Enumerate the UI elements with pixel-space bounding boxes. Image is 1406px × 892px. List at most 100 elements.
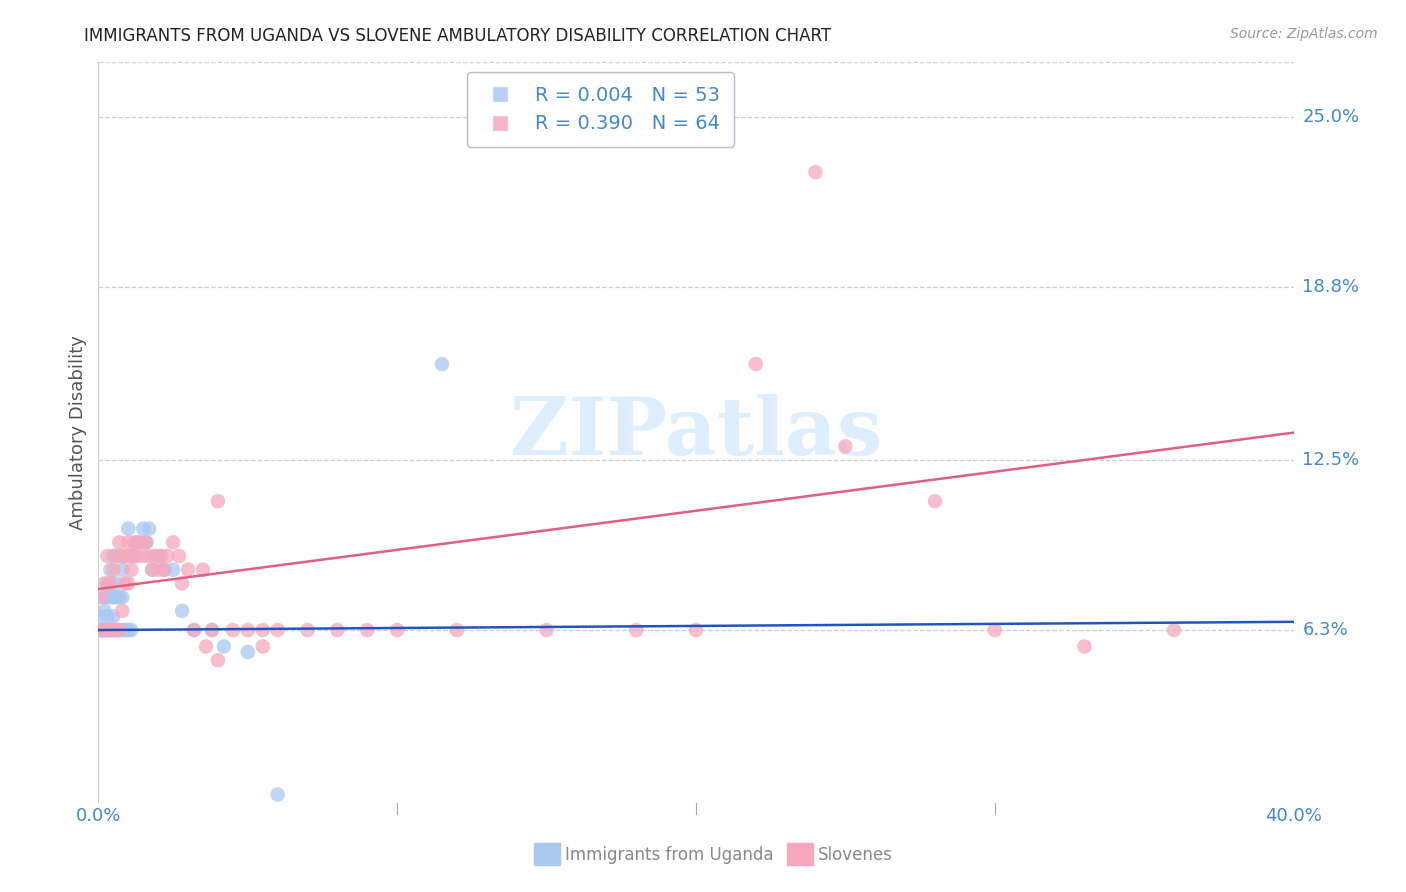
Point [150, 549, 173, 563]
Point [111, 549, 134, 563]
Point [93, 604, 115, 618]
Point [138, 522, 160, 536]
Y-axis label: Ambulatory Disability: Ambulatory Disability [69, 335, 87, 530]
Point [132, 549, 155, 563]
Point [183, 623, 205, 637]
Point [114, 549, 136, 563]
Point [138, 549, 160, 563]
Point [90, 623, 112, 637]
Text: 25.0%: 25.0% [1302, 108, 1360, 127]
Text: Immigrants from Uganda: Immigrants from Uganda [565, 846, 773, 863]
Point [103, 549, 125, 563]
Point [141, 563, 163, 577]
Point [93, 623, 115, 637]
Point [98, 623, 122, 637]
Point [745, 357, 768, 371]
Point [162, 563, 184, 577]
Point [356, 623, 378, 637]
Point [96, 623, 118, 637]
Text: Source: ZipAtlas.com: Source: ZipAtlas.com [1230, 27, 1378, 41]
Point [252, 623, 274, 637]
Point [143, 549, 166, 563]
Point [114, 576, 136, 591]
Point [127, 535, 149, 549]
Point [685, 623, 707, 637]
Point [153, 563, 176, 577]
Point [1163, 623, 1185, 637]
Point [111, 623, 134, 637]
Text: Slovenes: Slovenes [818, 846, 893, 863]
Point [98, 623, 122, 637]
Point [124, 549, 146, 563]
Point [120, 563, 142, 577]
Point [98, 576, 122, 591]
Point [90, 623, 112, 637]
Point [127, 549, 149, 563]
Point [120, 623, 142, 637]
Text: 12.5%: 12.5% [1302, 451, 1360, 469]
Point [108, 549, 131, 563]
Point [172, 576, 194, 591]
Point [96, 609, 118, 624]
Point [984, 623, 1007, 637]
Point [148, 549, 170, 563]
Point [96, 623, 118, 637]
Point [105, 590, 128, 604]
Point [111, 604, 134, 618]
Point [120, 549, 142, 563]
Point [201, 623, 224, 637]
Point [120, 549, 142, 563]
Point [117, 576, 139, 591]
Point [90, 623, 112, 637]
Point [96, 549, 118, 563]
Point [103, 609, 125, 624]
Point [430, 357, 453, 371]
Point [103, 623, 125, 637]
Point [93, 590, 115, 604]
Point [626, 623, 648, 637]
Point [207, 494, 229, 508]
Point [90, 609, 112, 624]
Point [1073, 640, 1095, 654]
Point [135, 535, 157, 549]
Point [156, 549, 179, 563]
Text: IMMIGRANTS FROM UGANDA VS SLOVENE AMBULATORY DISABILITY CORRELATION CHART: IMMIGRANTS FROM UGANDA VS SLOVENE AMBULA… [84, 27, 831, 45]
Point [90, 623, 112, 637]
Point [98, 623, 122, 637]
Text: ZIPatlas: ZIPatlas [510, 393, 882, 472]
Point [93, 623, 115, 637]
Point [267, 623, 290, 637]
Point [167, 549, 190, 563]
Point [804, 165, 827, 179]
Point [212, 640, 235, 654]
Point [222, 623, 245, 637]
Point [135, 535, 157, 549]
Point [108, 623, 131, 637]
Point [103, 623, 125, 637]
Point [90, 590, 112, 604]
Point [236, 623, 259, 637]
Point [98, 563, 122, 577]
Point [148, 563, 170, 577]
Point [93, 623, 115, 637]
Point [834, 439, 856, 453]
Point [111, 590, 134, 604]
Point [195, 640, 218, 654]
Point [236, 645, 259, 659]
Text: 18.8%: 18.8% [1302, 278, 1360, 296]
Text: 0.0%: 0.0% [76, 806, 121, 824]
Point [536, 623, 558, 637]
Point [153, 563, 176, 577]
Point [111, 563, 134, 577]
Point [105, 623, 128, 637]
Point [177, 563, 200, 577]
Point [114, 623, 136, 637]
Point [96, 576, 118, 591]
Legend: R = 0.004   N = 53, R = 0.390   N = 64: R = 0.004 N = 53, R = 0.390 N = 64 [467, 72, 734, 147]
Point [117, 535, 139, 549]
Point [129, 535, 152, 549]
Point [93, 576, 115, 591]
Point [105, 549, 128, 563]
Point [96, 623, 118, 637]
Text: 6.3%: 6.3% [1302, 621, 1348, 639]
